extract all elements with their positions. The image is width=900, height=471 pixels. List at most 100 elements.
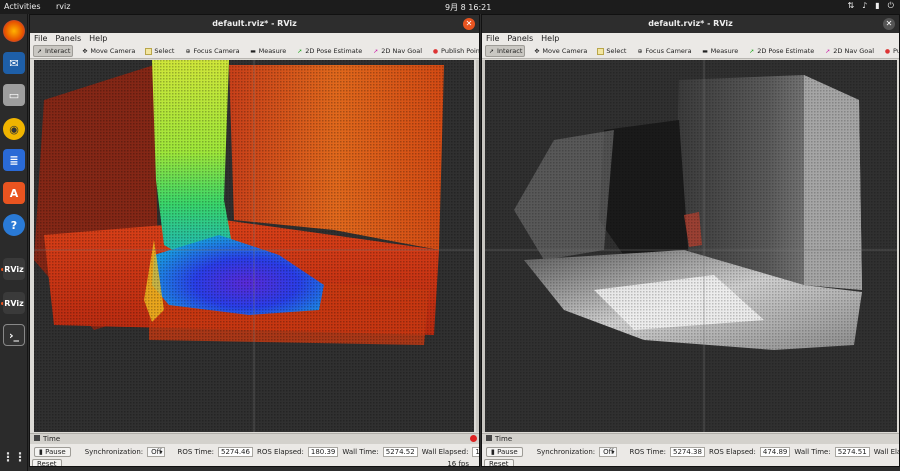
tool-focus-camera[interactable]: ⊕ Focus Camera: [182, 46, 241, 56]
tool-2d-nav-goal[interactable]: ➚ 2D Nav Goal: [822, 46, 876, 56]
software-icon[interactable]: A: [3, 182, 25, 204]
ros-elapsed-field[interactable]: 474.89: [759, 447, 791, 457]
arrow-green-icon: ➚: [297, 47, 303, 55]
ros-elapsed-label: ROS Elapsed:: [708, 448, 756, 456]
window-title: default.rviz* - RViz: [212, 19, 297, 28]
clock[interactable]: 9月 8 16:21: [445, 3, 492, 12]
writer-icon[interactable]: ≣: [3, 149, 25, 171]
dock-splitter[interactable]: [482, 60, 485, 432]
tool-2d-pose-estimate[interactable]: ➚ 2D Pose Estimate: [746, 46, 816, 56]
3d-viewport-right[interactable]: [484, 60, 897, 432]
move-icon: ✥: [534, 47, 540, 55]
tool-label: Select: [606, 47, 627, 55]
rviz-icon-label: RViz: [4, 264, 24, 274]
focus-icon: ⊕: [637, 47, 643, 55]
time-panel-header: Time: [482, 434, 899, 444]
move-icon: ✥: [82, 47, 88, 55]
pause-icon: ▮: [491, 448, 495, 456]
tool-label: Measure: [258, 47, 287, 55]
rviz-window-right: default.rviz* - RViz ✕ File Panels Help …: [481, 14, 900, 467]
wall-elapsed-field[interactable]: 180.34: [472, 447, 479, 457]
ros-time-field[interactable]: 5274.46: [218, 447, 253, 457]
reset-button[interactable]: Reset: [484, 458, 514, 466]
system-tray[interactable]: ⇅ ♪ ▮ ⏻: [847, 1, 894, 11]
close-icon[interactable]: ✕: [883, 18, 895, 30]
tool-publish-point[interactable]: ●Publish Point: [430, 46, 479, 56]
cursor-icon: ➚: [36, 47, 43, 55]
rviz-icon-2[interactable]: RViz: [3, 292, 25, 314]
menu-panels[interactable]: Panels: [55, 34, 82, 43]
status-row: Reset: [482, 458, 899, 466]
tool-2d-pose-estimate[interactable]: ➚ 2D Pose Estimate: [294, 46, 364, 56]
arrow-pink-icon: ➚: [825, 47, 831, 55]
tool-focus-camera[interactable]: ⊕ Focus Camera: [634, 46, 693, 56]
terminal-icon[interactable]: ›_: [3, 324, 25, 346]
tool-interact[interactable]: ➚ Interact: [485, 45, 526, 57]
tool-label: Select: [154, 47, 175, 55]
fps-counter: 16 fps: [447, 459, 469, 467]
wall-time-field[interactable]: 5274.52: [382, 447, 418, 457]
toolbar: ➚ Interact ✥ Move Camera Select ⊕ Focus Cam…: [30, 44, 479, 59]
sync-select[interactable]: Off: [147, 447, 166, 457]
tool-2d-nav-goal[interactable]: ➚ 2D Nav Goal: [370, 46, 424, 56]
pointcloud-render: [34, 60, 474, 432]
help-icon[interactable]: ?: [3, 214, 25, 236]
pause-label: Pause: [497, 448, 518, 456]
tool-label: 2D Nav Goal: [381, 47, 423, 55]
tool-label: Interact: [497, 47, 523, 55]
pause-button[interactable]: ▮ Pause: [34, 447, 71, 457]
menu-file[interactable]: File: [486, 34, 500, 43]
tool-label: Focus Camera: [645, 47, 692, 55]
dock-splitter[interactable]: [476, 60, 479, 432]
ros-time-field[interactable]: 5274.38: [670, 447, 705, 457]
window-titlebar[interactable]: default.rviz* - RViz ✕: [482, 15, 899, 33]
sync-select[interactable]: Off: [599, 447, 618, 457]
close-icon[interactable]: ✕: [463, 18, 475, 30]
sync-label: Synchronization:: [536, 448, 596, 456]
tool-measure[interactable]: ▬ Measure: [700, 46, 741, 56]
app-grid-icon[interactable]: ⋮⋮: [2, 450, 26, 464]
window-titlebar[interactable]: default.rviz* - RViz ✕: [30, 15, 479, 33]
firefox-icon[interactable]: [3, 20, 25, 42]
rhythmbox-icon[interactable]: ◉: [3, 118, 25, 140]
window-title: default.rviz* - RViz: [648, 19, 733, 28]
tool-label: 2D Nav Goal: [833, 47, 875, 55]
menu-bar: File Panels Help: [30, 33, 479, 44]
panel-icon: [34, 435, 40, 441]
pin-icon: ●: [884, 47, 891, 55]
menu-help[interactable]: Help: [541, 34, 560, 43]
tool-publish-point[interactable]: ●Publish Point: [882, 46, 899, 56]
wall-elapsed-label: Wall Elapsed:: [873, 448, 899, 456]
select-icon: [597, 47, 605, 55]
ruler-icon: ▬: [702, 47, 708, 55]
activities-button[interactable]: Activities: [4, 2, 41, 11]
tool-label: Measure: [710, 47, 739, 55]
volume-icon: ♪: [862, 1, 868, 10]
tool-select[interactable]: Select: [595, 46, 628, 56]
ros-elapsed-field[interactable]: 180.39: [307, 447, 339, 457]
thunderbird-icon[interactable]: ✉: [3, 52, 25, 74]
menu-panels[interactable]: Panels: [507, 34, 534, 43]
tool-interact[interactable]: ➚ Interact: [33, 45, 74, 57]
time-panel-title: Time: [43, 435, 61, 443]
time-row: ▮ Pause Synchronization: Off ROS Time: 5…: [30, 446, 479, 458]
app-menu[interactable]: rviz: [56, 2, 71, 11]
menu-help[interactable]: Help: [89, 34, 108, 43]
reset-button[interactable]: Reset: [32, 458, 62, 466]
menu-file[interactable]: File: [34, 34, 48, 43]
arrow-green-icon: ➚: [749, 47, 755, 55]
tool-move-camera[interactable]: ✥ Move Camera: [531, 46, 589, 56]
wall-time-field[interactable]: 5274.51: [834, 447, 870, 457]
3d-viewport-left[interactable]: [34, 60, 474, 432]
tool-select[interactable]: Select: [143, 46, 176, 56]
tool-label: Publish Point: [893, 47, 899, 55]
rviz-icon[interactable]: RViz: [3, 258, 25, 280]
files-icon[interactable]: ▭: [3, 84, 25, 106]
pause-button[interactable]: ▮ Pause: [486, 447, 523, 457]
tool-move-camera[interactable]: ✥ Move Camera: [79, 46, 137, 56]
network-icon: ⇅: [847, 1, 855, 10]
tool-label: Move Camera: [90, 47, 136, 55]
running-dot: [1, 268, 4, 271]
tool-measure[interactable]: ▬ Measure: [248, 46, 289, 56]
panel-close-icon[interactable]: [470, 435, 477, 442]
